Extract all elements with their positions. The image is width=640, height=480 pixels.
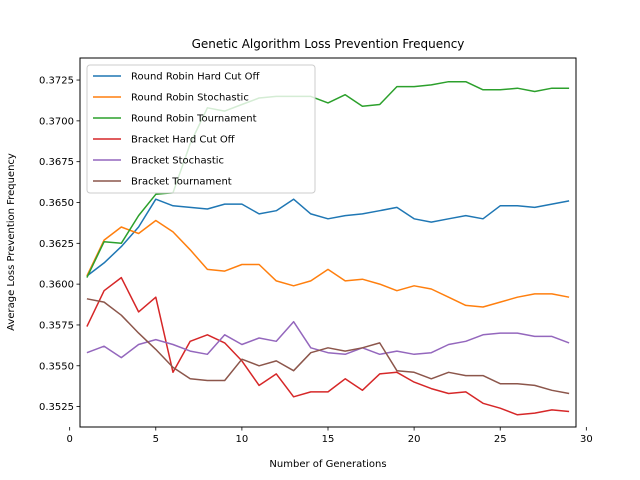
legend-label-round-robin-tournament: Round Robin Tournament: [131, 114, 257, 125]
legend-label-round-robin-hard-cut-off: Round Robin Hard Cut Off: [131, 72, 260, 83]
legend-label-bracket-hard-cut-off: Bracket Hard Cut Off: [131, 135, 236, 146]
x-tick-label: 15: [322, 434, 335, 445]
y-tick-label: 0.3525: [39, 402, 74, 413]
series-line-round-robin-stochastic: [86, 219, 570, 308]
series-line-bracket-tournament: [86, 298, 570, 395]
y-tick-label: 0.3600: [39, 280, 74, 291]
legend-box: [86, 64, 316, 194]
x-tick-label: 0: [66, 434, 72, 445]
y-tick-label: 0.3625: [39, 239, 74, 250]
y-tick-label: 0.3650: [39, 198, 74, 209]
y-tick-label: 0.3675: [39, 157, 74, 168]
y-tick-label: 0.3725: [39, 76, 74, 87]
y-tick-label: 0.3550: [39, 361, 74, 372]
series-line-bracket-hard-cut-off: [86, 276, 570, 416]
y-axis: 0.3525 0.3550 0.3575 0.3600 0.3625 0.3650 0.36…: [39, 76, 80, 413]
x-axis-label: Number of Generations: [269, 459, 386, 470]
x-tick-label: 25: [494, 434, 507, 445]
x-tick-label: 30: [580, 434, 593, 445]
chart-title: Genetic Algorithm Loss Prevention Freque…: [192, 37, 465, 51]
legend: Round Robin Hard Cut Off Round Robin Stoc…: [86, 64, 316, 194]
series-line-bracket-stochastic: [86, 320, 570, 359]
series-line-round-robin-hard-cut-off: [86, 198, 570, 277]
legend-label-bracket-stochastic: Bracket Stochastic: [131, 156, 224, 167]
y-tick-label: 0.3575: [39, 320, 74, 331]
y-axis-label: Average Loss Prevention Frequency: [6, 153, 17, 331]
legend-label-bracket-tournament: Bracket Tournament: [131, 177, 232, 188]
x-tick-label: 20: [408, 434, 421, 445]
x-axis: 0 5 10 15 20 25 30: [66, 427, 593, 445]
legend-label-round-robin-stochastic: Round Robin Stochastic: [131, 93, 249, 104]
x-tick-label: 5: [153, 434, 159, 445]
y-tick-label: 0.3700: [39, 116, 74, 127]
x-tick-label: 10: [236, 434, 249, 445]
